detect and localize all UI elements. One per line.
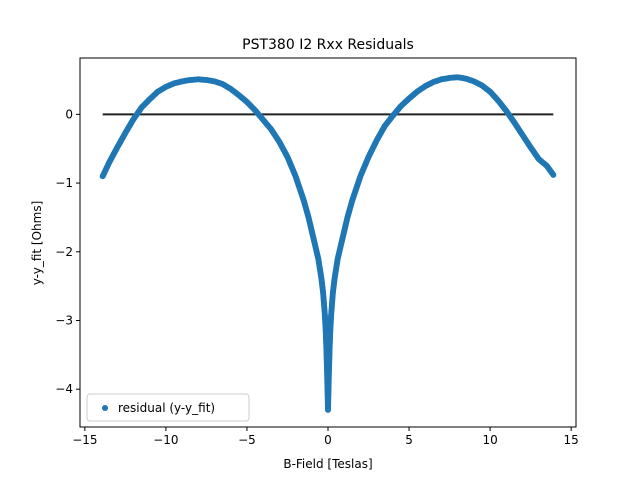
x-axis-label: B-Field [Teslas] — [283, 457, 372, 471]
y-tick-label: −3 — [55, 313, 73, 327]
x-tick-label: −5 — [238, 433, 256, 447]
x-tick-label: 10 — [482, 433, 497, 447]
data-points-layer — [99, 74, 557, 413]
chart-title: PST380 I2 Rxx Residuals — [242, 37, 414, 53]
y-tick-label: −1 — [55, 176, 73, 190]
x-tick-label: −15 — [72, 433, 97, 447]
y-tick-label: 0 — [65, 107, 73, 121]
y-tick-label: −4 — [55, 382, 73, 396]
legend-marker — [102, 405, 108, 411]
legend-label: residual (y-y_fit) — [118, 401, 215, 415]
axis-layer: −15 −10 −5 0 5 10 15 0 −1 −2 −3 −4 — [55, 57, 579, 447]
x-tick-label: 0 — [324, 433, 332, 447]
x-tick-label: 15 — [563, 433, 578, 447]
legend: residual (y-y_fit) — [86, 393, 250, 422]
y-axis-label: y-y_fit [Ohms] — [30, 201, 44, 286]
x-tick-label: 5 — [405, 433, 413, 447]
data-point — [550, 171, 557, 178]
x-tick-label: −10 — [153, 433, 178, 447]
y-tick-label: −2 — [55, 245, 73, 259]
legend-box — [86, 393, 250, 422]
